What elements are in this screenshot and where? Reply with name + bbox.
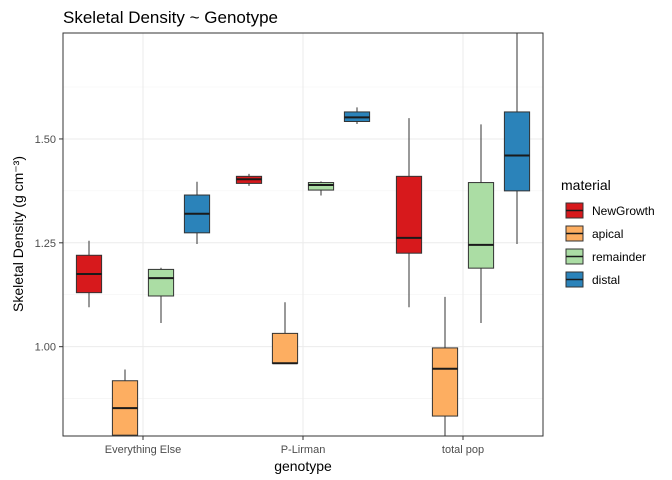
x-tick-label: Everything Else <box>105 444 181 456</box>
legend-label: remainder <box>592 250 646 264</box>
boxplot-layer <box>62 32 544 437</box>
box-apical <box>431 347 459 417</box>
legend-label: NewGrowth <box>592 204 655 218</box>
x-tick-label: total pop <box>442 444 484 456</box>
legend: material NewGrowth apical remainder distal <box>561 177 655 288</box>
y-tick-label: 1.50 <box>35 134 56 146</box>
box-remainder <box>467 182 495 269</box>
box-distal <box>503 111 531 192</box>
y-tick-label: 1.25 <box>35 238 56 250</box>
legend-label: apical <box>592 227 623 241</box>
plot-panel <box>63 33 543 436</box>
box-remainder <box>147 268 175 297</box>
box-newgrowth <box>395 175 423 254</box>
legend-title: material <box>561 177 611 193</box>
x-tick-label: P-Lirman <box>281 444 326 456</box>
legend-label: distal <box>592 273 620 287</box>
y-axis-title: Skeletal Density (g cm⁻³) <box>10 156 26 312</box>
box-remainder <box>307 182 335 191</box>
x-axis-title: genotype <box>274 458 332 474</box>
box-apical <box>271 332 299 364</box>
x-axis: Everything Else P-Lirman total pop <box>105 436 484 456</box>
y-tick-label: 1.00 <box>35 342 56 354</box>
chart-title: Skeletal Density ~ Genotype <box>63 8 278 27</box>
y-axis: 1.00 1.25 1.50 <box>35 134 63 354</box>
